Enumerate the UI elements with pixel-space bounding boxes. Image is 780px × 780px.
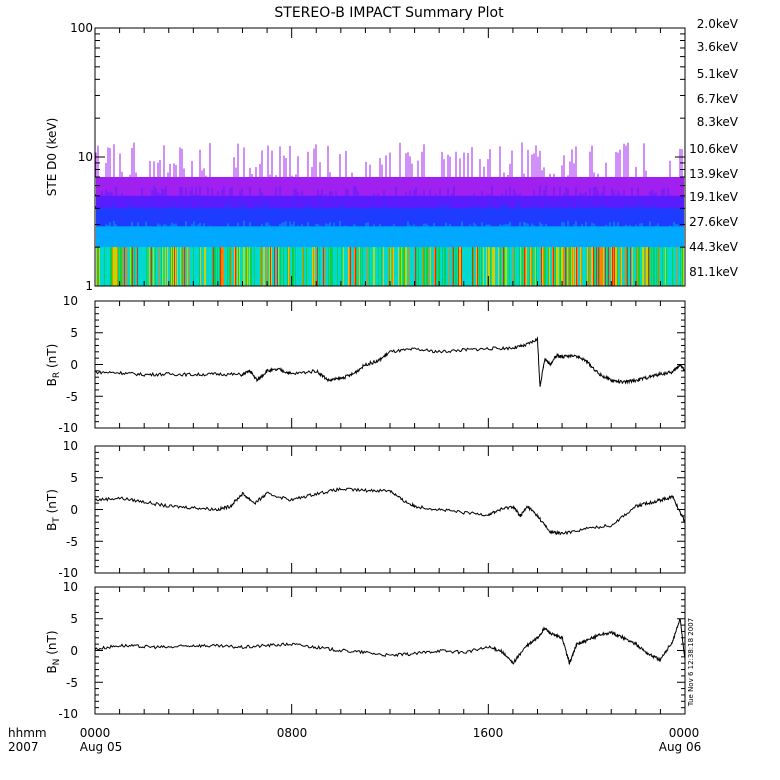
legend-entry: 10.6keV bbox=[689, 142, 739, 156]
bn-series-line bbox=[94, 618, 686, 665]
bt-series-line bbox=[94, 487, 686, 536]
generation-timestamp: Tue Nov 6 12:38:18 2007 bbox=[687, 618, 695, 707]
y-tick-label: 10 bbox=[78, 150, 93, 164]
y-tick-label: 5 bbox=[70, 471, 78, 485]
x-axis-row2-label: 2007 bbox=[8, 740, 39, 754]
legend-entry: 6.7keV bbox=[697, 92, 739, 106]
panel-ste-d0: STE D0 (keV) 100 10 1 bbox=[45, 21, 686, 293]
x-axis-row1-label: hhmm bbox=[8, 726, 47, 740]
panel-bt: BT (nT) 10 5 0 -5 -10 bbox=[45, 439, 686, 580]
y-tick-label: 0 bbox=[70, 503, 78, 517]
x-tick-label: 0800 bbox=[277, 726, 308, 740]
y-tick-label: -5 bbox=[66, 676, 78, 690]
plot-title: STEREO-B IMPACT Summary Plot bbox=[274, 5, 504, 21]
legend-entry: 27.6keV bbox=[689, 215, 739, 229]
y-tick-label: 5 bbox=[70, 612, 78, 626]
panel-bn: BN (nT) 10 5 0 -5 -10 Tue Nov 6 12:38:18… bbox=[45, 580, 695, 721]
x-tick-label: 0000 bbox=[669, 726, 700, 740]
legend-entry: 3.6keV bbox=[697, 40, 739, 54]
legend-entry: 13.9keV bbox=[689, 167, 739, 181]
y-tick-label: 1 bbox=[85, 279, 93, 293]
energy-legend: 2.0keV 3.6keV 5.1keV 6.7keV 8.3keV 10.6k… bbox=[689, 17, 739, 279]
y-tick-label: 0 bbox=[70, 644, 78, 658]
y-tick-label: -10 bbox=[58, 566, 78, 580]
x-tick-label: 1600 bbox=[473, 726, 504, 740]
x-axis: hhmm 2007 0000 Aug 05 0800 1600 0000 Aug… bbox=[8, 726, 701, 754]
legend-entry: 8.3keV bbox=[697, 115, 739, 129]
y-tick-label: -5 bbox=[66, 390, 78, 404]
y-tick-label: -5 bbox=[66, 535, 78, 549]
y-axis-label: STE D0 (keV) bbox=[45, 118, 59, 197]
x-tick-date: Aug 05 bbox=[80, 740, 123, 754]
legend-entry: 44.3keV bbox=[689, 240, 739, 254]
x-tick-date: Aug 06 bbox=[659, 740, 702, 754]
y-tick-label: -10 bbox=[58, 707, 78, 721]
y-tick-label: 5 bbox=[70, 326, 78, 340]
legend-entry: 2.0keV bbox=[697, 17, 739, 31]
y-tick-label: 0 bbox=[70, 358, 78, 372]
y-tick-label: 10 bbox=[63, 439, 78, 453]
energy-channel-traces bbox=[95, 142, 684, 286]
y-tick-label: 100 bbox=[70, 21, 93, 35]
br-series-line bbox=[94, 336, 686, 387]
legend-entry: 5.1keV bbox=[697, 67, 739, 81]
legend-entry: 81.1keV bbox=[689, 265, 739, 279]
x-tick-label: 0000 bbox=[80, 726, 111, 740]
y-tick-label: 10 bbox=[63, 294, 78, 308]
y-tick-label: -10 bbox=[58, 421, 78, 435]
y-tick-label: 10 bbox=[63, 580, 78, 594]
legend-entry: 19.1keV bbox=[689, 190, 739, 204]
